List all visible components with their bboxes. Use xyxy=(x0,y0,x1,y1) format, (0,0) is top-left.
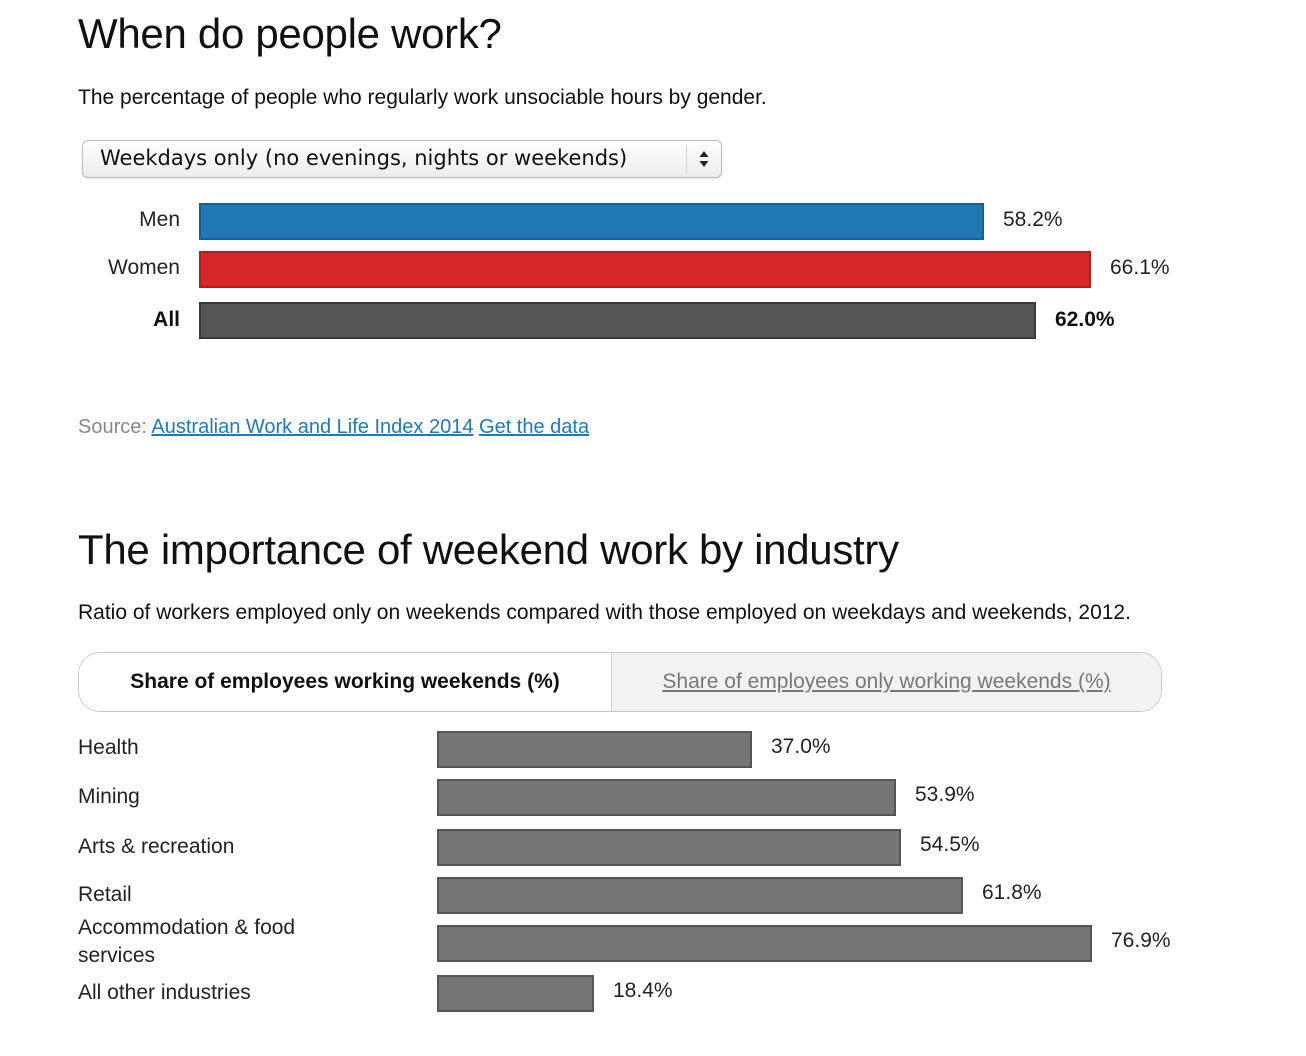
source-link[interactable]: Australian Work and Life Index 2014 xyxy=(151,416,474,438)
industry-value-health: 37.0% xyxy=(771,735,831,758)
bar-men xyxy=(199,203,984,240)
get-data-link[interactable]: Get the data xyxy=(479,416,590,438)
bar-value-women: 66.1% xyxy=(1110,256,1170,279)
industry-value-retail: 61.8% xyxy=(982,881,1042,904)
industry-label-all-other-industries: All other industries xyxy=(78,981,251,1004)
section-title: The importance of weekend work by indust… xyxy=(78,526,899,573)
up-down-arrows-icon xyxy=(699,151,709,167)
industry-bar-all-other-industries xyxy=(437,975,594,1012)
industry-bar-retail xyxy=(437,877,963,914)
industry-bar-health xyxy=(437,731,752,768)
chart-subtitle: The percentage of people who regularly w… xyxy=(78,86,767,109)
source-label: Source: xyxy=(78,416,147,438)
industry-bar-accommodation-food-services xyxy=(437,925,1092,962)
bar-label-all: All xyxy=(153,308,180,331)
industry-value-mining: 53.9% xyxy=(915,783,975,806)
industry-value-accommodation-food-services: 76.9% xyxy=(1111,929,1171,952)
bar-label-men: Men xyxy=(139,208,180,231)
bar-women xyxy=(199,251,1091,288)
bar-value-men: 58.2% xyxy=(1003,208,1063,231)
industry-label-health: Health xyxy=(78,736,139,759)
industry-label-arts-recreation: Arts & recreation xyxy=(78,835,235,858)
tab-only-working-weekends[interactable]: Share of employees only working weekends… xyxy=(612,653,1161,711)
industry-value-all-other-industries: 18.4% xyxy=(613,979,673,1002)
bar-value-all: 62.0% xyxy=(1055,308,1115,331)
tab-working-weekends[interactable]: Share of employees working weekends (%) xyxy=(79,653,612,711)
select-value: Weekdays only (no evenings, nights or we… xyxy=(100,146,628,170)
source-line: Source: Australian Work and Life Index 2… xyxy=(78,416,589,439)
section-subtitle: Ratio of workers employed only on weeken… xyxy=(78,601,1131,624)
hours-select[interactable]: Weekdays only (no evenings, nights or we… xyxy=(82,140,722,178)
bar-label-women: Women xyxy=(108,256,180,279)
industry-value-arts-recreation: 54.5% xyxy=(920,833,980,856)
page-title: When do people work? xyxy=(78,10,502,57)
industry-label-retail: Retail xyxy=(78,883,132,906)
industry-label-mining: Mining xyxy=(78,785,140,808)
bar-all xyxy=(199,302,1036,339)
industry-bar-arts-recreation xyxy=(437,829,901,866)
industry-bar-mining xyxy=(437,779,896,816)
industry-label-accommodation-food-services: Accommodation & food services xyxy=(78,916,296,967)
tab-bar: Share of employees working weekends (%) … xyxy=(78,652,1162,712)
select-divider xyxy=(686,145,687,173)
